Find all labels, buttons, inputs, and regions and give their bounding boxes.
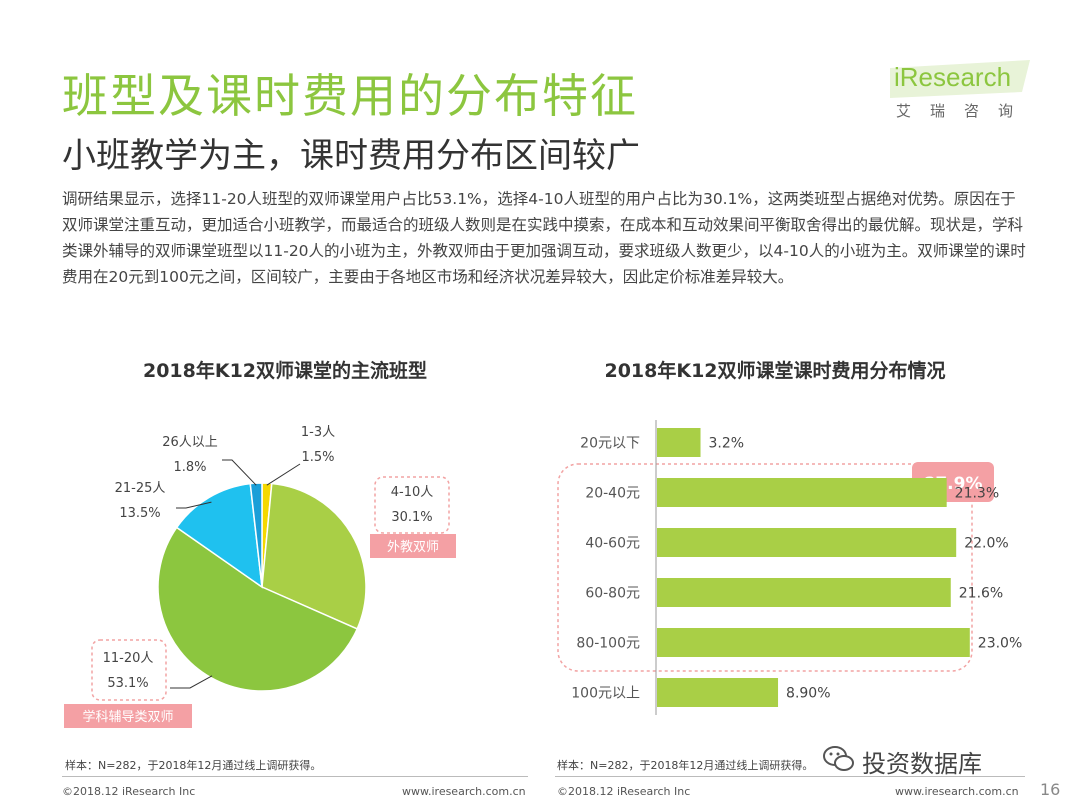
- pie-chart: 1-3人 1.5% 4-10人 30.1% 11-20人 53.1% 21-25人 13.5%…: [64, 425, 456, 728]
- pie-highlight-box-11-20: [91, 639, 167, 701]
- bar-chart: 87.9%20元以下 3.2%20-40元 21.3%40-60元 22.0%60-8…: [557, 420, 1022, 715]
- bar-value-label-4: 23.0%: [978, 636, 1022, 652]
- pie-slice-3: [175, 482, 263, 589]
- pie-value-label-2: 53.1%: [107, 676, 148, 691]
- page-subtitle: 小班教学为主，课时费用分布区间较广: [62, 136, 640, 176]
- pie-leader-line-2: [170, 675, 213, 689]
- copyright-left: ©2018.12 iResearch Inc: [62, 785, 196, 798]
- bar-1: [657, 478, 947, 507]
- pie-slice-2: [157, 526, 359, 692]
- bar-category-label-3: 60-80元: [585, 586, 640, 602]
- sample-note-right: 样本：N=282，于2018年12月通过线上调研获得。: [557, 759, 814, 772]
- pie-chart-title: 2018年K12双师课堂的主流班型: [142, 360, 428, 382]
- bar-value-label-5: 8.90%: [786, 686, 830, 702]
- bar-category-label-4: 80-100元: [576, 636, 640, 652]
- footer-divider-right: [555, 776, 1025, 777]
- bar-value-label-2: 22.0%: [964, 536, 1008, 552]
- intro-paragraph: 调研结果显示，选择11-20人班型的双师课堂用户占比53.1%，选择4-10人班…: [62, 190, 1026, 286]
- pie-category-label-0: 1-3人: [301, 425, 335, 440]
- iresearch-logo: iResearch 艾瑞咨询: [890, 60, 1040, 130]
- bar-4: [657, 628, 970, 657]
- pie-slice-1: [261, 482, 367, 630]
- site-left: www.iresearch.com.cn: [402, 785, 526, 798]
- pie-annotation-text-1: 学科辅导类双师: [82, 709, 173, 725]
- logo-brand: iResearch: [894, 62, 1012, 92]
- pie-leader-line-4: [222, 459, 257, 486]
- pie-category-label-1: 4-10人: [391, 485, 434, 500]
- bar-category-label-0: 20元以下: [580, 436, 640, 452]
- logo-shape-icon: [890, 60, 1030, 98]
- pie-leader-line-0: [266, 463, 301, 486]
- pie-value-label-1: 30.1%: [391, 510, 432, 525]
- bar-0: [657, 428, 701, 457]
- watermark-text: 投资数据库: [862, 750, 982, 778]
- bar-category-label-5: 100元以上: [571, 686, 640, 702]
- bar-chart-title: 2018年K12双师课堂课时费用分布情况: [604, 360, 946, 382]
- pie-annotation-tag-1: [64, 704, 192, 728]
- bar-value-label-0: 3.2%: [709, 436, 745, 452]
- pie-value-label-4: 1.8%: [173, 460, 206, 475]
- copyright-right: ©2018.12 iResearch Inc: [557, 785, 691, 798]
- bar-category-label-2: 40-60元: [585, 536, 640, 552]
- bar-value-label-3: 21.6%: [959, 586, 1003, 602]
- footer-divider-left: [62, 776, 528, 777]
- pie-category-label-3: 21-25人: [115, 481, 166, 496]
- pie-category-label-2: 11-20人: [103, 651, 154, 666]
- page-title: 班型及课时费用的分布特征: [62, 69, 638, 123]
- bar-2: [657, 528, 957, 557]
- bar-highlight-box: [557, 463, 973, 672]
- pie-category-label-4: 26人以上: [162, 435, 218, 450]
- wechat-icon: [823, 746, 854, 771]
- site-right: www.iresearch.com.cn: [895, 785, 1019, 798]
- bar-5: [657, 678, 779, 707]
- pie-value-label-3: 13.5%: [119, 506, 160, 521]
- bar-category-label-1: 20-40元: [585, 486, 640, 502]
- pie-highlight-box-4-10: [374, 476, 450, 534]
- page-number: 16: [1040, 780, 1061, 799]
- pie-value-label-0: 1.5%: [301, 450, 334, 465]
- pie-leader-line-3: [176, 501, 212, 509]
- sample-note-left: 样本：N=282，于2018年12月通过线上调研获得。: [65, 759, 322, 772]
- pie-slice-4: [249, 482, 263, 588]
- pie-annotation-text-0: 外教双师: [387, 539, 439, 555]
- bar-3: [657, 578, 951, 607]
- logo-sub: 艾瑞咨询: [896, 102, 1033, 120]
- bar-value-label-1: 21.3%: [955, 486, 999, 502]
- pie-annotation-tag-0: [370, 534, 456, 558]
